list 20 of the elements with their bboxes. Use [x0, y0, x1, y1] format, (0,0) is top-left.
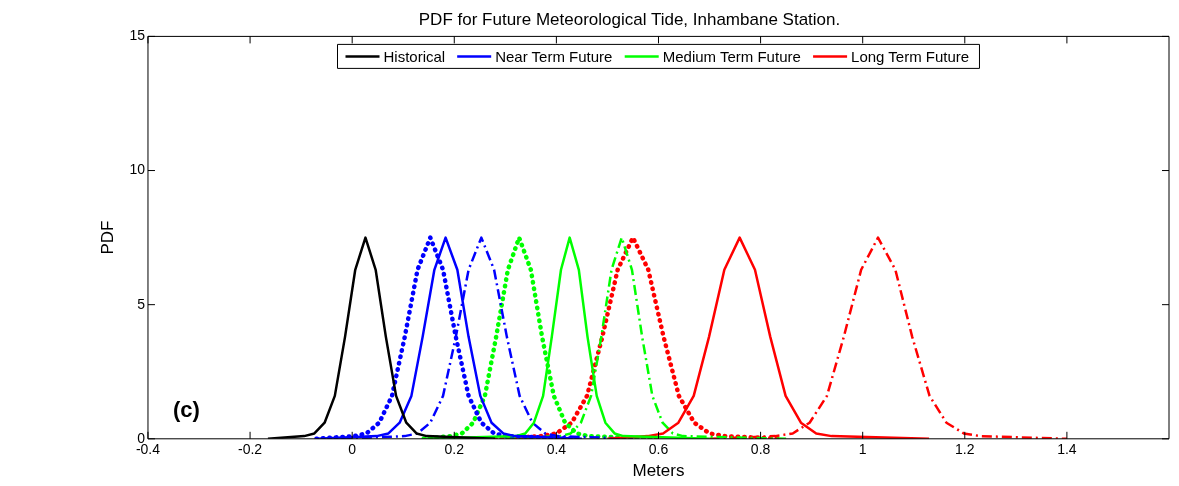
x-axis-title: Meters [632, 461, 685, 481]
x-tick-label: 0.4 [546, 441, 567, 458]
x-tick-label: 1 [858, 441, 867, 458]
x-tick-label: 0.6 [648, 441, 669, 458]
y-tick-label: 10 [129, 161, 146, 178]
x-tick-label: 0.8 [750, 441, 771, 458]
y-tick-label: 5 [137, 295, 146, 312]
y-tick-label: 15 [129, 27, 146, 44]
x-tick-label: 0 [348, 441, 357, 458]
x-tick-label: -0.2 [238, 441, 263, 458]
legend-label: Medium Term Future [662, 47, 801, 65]
legend-label: Long Term Future [851, 47, 970, 65]
x-tick-label: 0.2 [444, 441, 465, 458]
x-tick-label: 1.4 [1057, 441, 1077, 458]
annotation: (c) [172, 396, 200, 422]
legend-label: Near Term Future [495, 47, 613, 65]
x-tick-label: 1.2 [955, 441, 975, 458]
legend-label: Historical [383, 47, 446, 65]
chart-title: PDF for Future Meteorological Tide, Inhambane Station. [418, 9, 841, 29]
y-axis-title: PDF [97, 220, 117, 255]
